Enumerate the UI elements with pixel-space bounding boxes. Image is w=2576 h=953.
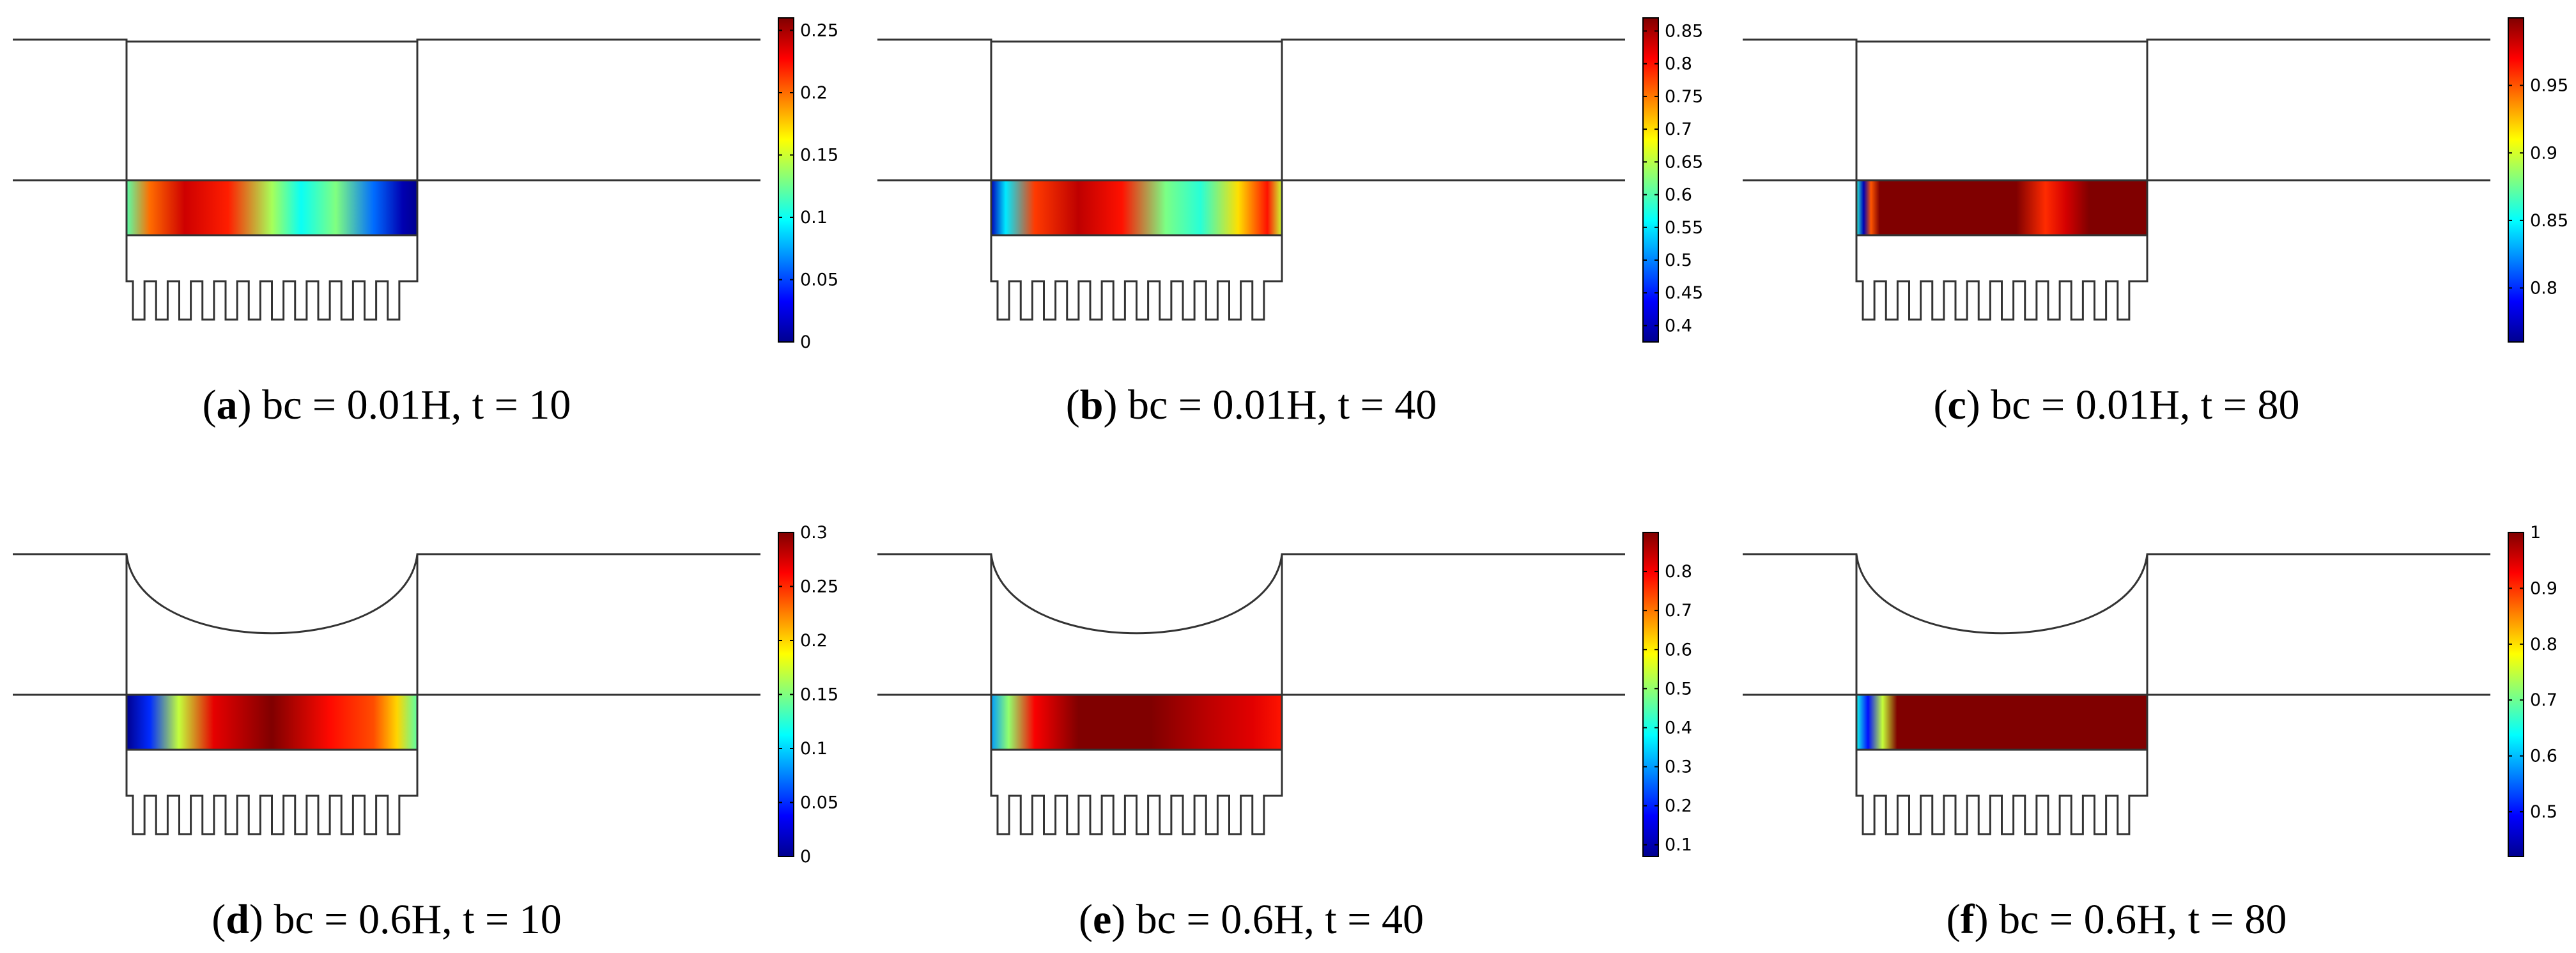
colorbar-tick-label: 0.5 <box>1665 251 1692 270</box>
colorbar-tick-label: 0.05 <box>800 793 838 813</box>
colorbar-tick-label: 0.65 <box>1665 152 1703 172</box>
panel-a: 0 0.05 0.1 0.15 0.2 0.25 (a) bc = 0.01H, t = 1… <box>13 17 838 428</box>
colorbar <box>778 18 794 342</box>
colorbar-tick-label: 0.2 <box>800 83 828 103</box>
concentration-field <box>991 180 1282 235</box>
colorbar-tick-label: 0.6 <box>1665 185 1692 205</box>
colorbar-tick-label: 0.1 <box>1665 835 1692 855</box>
domain-boundary <box>877 38 1625 43</box>
colorbar-tick-label: 0 <box>800 847 811 867</box>
colorbar-tick-label: 0.25 <box>800 577 838 597</box>
colorbar-tick-label: 0.7 <box>1665 120 1692 139</box>
colorbar-tick-label: 0.7 <box>1665 601 1692 621</box>
colorbar-tick-label: 0.5 <box>2530 802 2557 822</box>
colorbar-tick-label: 0.05 <box>800 270 838 290</box>
panel-caption: (b) bc = 0.01H, t = 40 <box>1066 382 1437 428</box>
colorbar-tick-label: 0.8 <box>2530 635 2557 655</box>
colorbar-tick-label: 0.15 <box>800 146 838 166</box>
colorbar-tick-label: 0.9 <box>2530 143 2557 163</box>
colorbar-tick-label: 0.9 <box>2530 578 2557 598</box>
colorbar-tick-label: 0.85 <box>1665 21 1703 41</box>
concentration-field <box>1856 695 2147 750</box>
panel-caption: (d) bc = 0.6H, t = 10 <box>212 896 561 943</box>
colorbar-tick-label: 0 <box>800 332 811 352</box>
colorbar-tick-label: 0.25 <box>800 21 838 41</box>
panel-caption: (f) bc = 0.6H, t = 80 <box>1947 896 2287 943</box>
domain-boundary <box>877 553 1625 635</box>
domain-boundary <box>13 553 760 635</box>
concentration-field <box>127 695 417 750</box>
colorbar-tick-label: 0.2 <box>800 631 828 651</box>
colorbar <box>2508 532 2524 856</box>
colorbar <box>2508 18 2524 342</box>
panel-caption: (e) bc = 0.6H, t = 40 <box>1079 896 1424 943</box>
colorbar-tick-label: 0.4 <box>1665 316 1692 336</box>
colorbar-tick-label: 0.15 <box>800 685 838 705</box>
colorbar-tick-label: 0.1 <box>800 208 828 228</box>
porous-comb-boundary <box>125 750 419 835</box>
porous-comb-boundary <box>990 235 1283 321</box>
panel-caption: (a) bc = 0.01H, t = 10 <box>203 382 571 428</box>
colorbar-tick-label: 0.3 <box>1665 757 1692 777</box>
colorbar-tick-label: 0.7 <box>2530 690 2557 710</box>
panel-e: 0.1 0.2 0.3 0.4 0.5 0.6 0.7 0.8 (e) bc = 0.6H, t… <box>877 532 1692 943</box>
domain-boundary <box>1743 38 2490 43</box>
colorbar-tick-label: 0.5 <box>1665 679 1692 699</box>
colorbar-tick-label: 0.8 <box>1665 54 1692 74</box>
colorbar-tick-label: 0.45 <box>1665 283 1703 303</box>
colorbar-tick-label: 0.85 <box>2530 211 2568 231</box>
colorbar-tick-label: 0.2 <box>1665 796 1692 816</box>
panel-caption: (c) bc = 0.01H, t = 80 <box>1933 382 2299 428</box>
colorbar <box>1643 18 1658 342</box>
porous-comb-boundary <box>1855 750 2148 835</box>
panel-f: 0.5 0.6 0.7 0.8 0.9 1 (f) bc = 0.6H, t = 80 <box>1743 523 2557 943</box>
domain-boundary <box>13 38 760 43</box>
colorbar-tick-label: 0.95 <box>2530 76 2568 96</box>
porous-comb-boundary <box>1855 235 2148 321</box>
colorbar-tick-label: 0.6 <box>1665 640 1692 660</box>
concentration-field <box>991 695 1282 750</box>
colorbar-tick-label: 0.55 <box>1665 218 1703 238</box>
colorbar-tick-label: 0.8 <box>1665 562 1692 582</box>
concentration-field <box>1856 180 2147 235</box>
colorbar-tick-label: 0.6 <box>2530 747 2557 766</box>
colorbar-tick-label: 0.4 <box>1665 718 1692 738</box>
concentration-field <box>127 180 417 235</box>
porous-comb-boundary <box>125 235 419 321</box>
colorbar <box>1643 532 1658 856</box>
porous-comb-boundary <box>990 750 1283 835</box>
colorbar-tick-label: 0.75 <box>1665 87 1703 107</box>
colorbar-tick-label: 1 <box>2530 523 2541 543</box>
colorbar-tick-label: 0.8 <box>2530 279 2557 298</box>
panel-c: 0.8 0.85 0.9 0.95 (c) bc = 0.01H, t = 80 <box>1743 17 2568 428</box>
panel-b: 0.4 0.45 0.5 0.55 0.6 0.65 0.7 0.75 0.8 0.85 (b) b… <box>877 17 1703 428</box>
colorbar-tick-label: 0.3 <box>800 523 828 543</box>
panel-d: 0 0.05 0.1 0.15 0.2 0.25 0.3 (d) bc = 0.6H, t =… <box>13 523 838 943</box>
domain-boundary <box>1743 553 2490 635</box>
colorbar-tick-label: 0.1 <box>800 739 828 759</box>
